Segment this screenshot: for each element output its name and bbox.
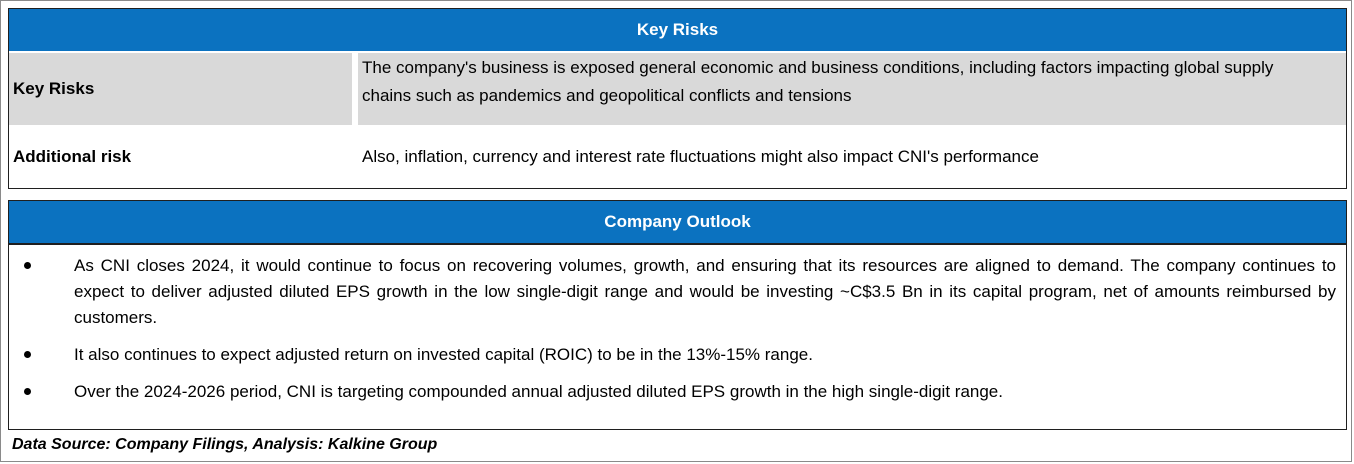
- bullet-text: Over the 2024-2026 period, CNI is target…: [74, 382, 1003, 401]
- key-risks-table: Key Risks Key Risks The company's busine…: [8, 8, 1347, 189]
- row-label: Key Risks: [9, 53, 352, 125]
- outlook-bullet-list: As CNI closes 2024, it would continue to…: [9, 245, 1346, 405]
- bullet-icon: [24, 262, 31, 269]
- company-outlook-header: Company Outlook: [9, 201, 1346, 245]
- bullet-text: As CNI closes 2024, it would continue to…: [74, 256, 1336, 327]
- key-risks-header: Key Risks: [9, 9, 1346, 51]
- bullet-icon: [24, 351, 31, 358]
- key-risks-row: Key Risks The company's business is expo…: [9, 53, 1346, 125]
- list-item: Over the 2024-2026 period, CNI is target…: [9, 379, 1346, 405]
- row-label: Additional risk: [13, 147, 132, 166]
- list-item: It also continues to expect adjusted ret…: [9, 342, 1346, 368]
- bullet-text: It also continues to expect adjusted ret…: [74, 345, 813, 364]
- additional-risk-row: Additional risk Also, inflation, currenc…: [9, 125, 1346, 189]
- row-value: The company's business is exposed genera…: [358, 53, 1346, 125]
- row-value: Also, inflation, currency and interest r…: [362, 147, 1039, 166]
- data-source-note: Data Source: Company Filings, Analysis: …: [12, 436, 438, 453]
- list-item: As CNI closes 2024, it would continue to…: [9, 253, 1346, 331]
- company-outlook-box: Company Outlook As CNI closes 2024, it w…: [8, 200, 1347, 430]
- bullet-icon: [24, 388, 31, 395]
